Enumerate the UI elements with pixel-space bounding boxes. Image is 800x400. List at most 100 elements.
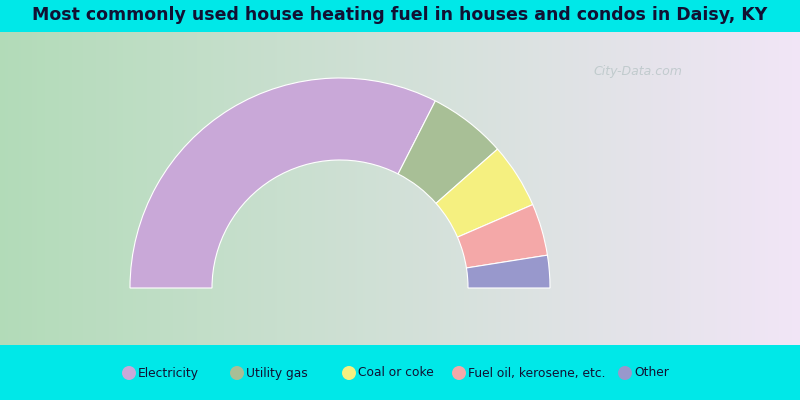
Bar: [550, 32, 553, 345]
Bar: [530, 32, 534, 345]
Bar: [18, 32, 22, 345]
Bar: [326, 32, 329, 345]
Bar: [32, 32, 36, 345]
Bar: [160, 32, 164, 345]
Bar: [304, 32, 308, 345]
Bar: [702, 32, 705, 345]
Bar: [784, 32, 788, 345]
Text: Coal or coke: Coal or coke: [358, 366, 434, 380]
Bar: [152, 32, 156, 345]
Bar: [458, 32, 462, 345]
Bar: [418, 32, 422, 345]
Bar: [290, 32, 294, 345]
Bar: [366, 32, 369, 345]
Bar: [504, 32, 508, 345]
Bar: [610, 32, 614, 345]
Bar: [606, 32, 609, 345]
Bar: [398, 32, 401, 345]
Bar: [264, 32, 268, 345]
Bar: [792, 32, 796, 345]
Bar: [338, 32, 342, 345]
Bar: [128, 32, 132, 345]
Bar: [312, 32, 316, 345]
Bar: [0, 0, 800, 32]
Bar: [688, 32, 692, 345]
Bar: [638, 32, 641, 345]
Bar: [294, 32, 297, 345]
Bar: [462, 32, 465, 345]
Bar: [576, 32, 580, 345]
Bar: [328, 32, 332, 345]
Bar: [38, 32, 41, 345]
Bar: [686, 32, 689, 345]
Bar: [630, 32, 633, 345]
Bar: [622, 32, 625, 345]
Bar: [72, 32, 76, 345]
Bar: [178, 32, 182, 345]
Bar: [634, 32, 638, 345]
Bar: [270, 32, 273, 345]
Bar: [424, 32, 428, 345]
Bar: [528, 32, 532, 345]
Bar: [560, 32, 564, 345]
Bar: [618, 32, 622, 345]
Text: Most commonly used house heating fuel in houses and condos in Daisy, KY: Most commonly used house heating fuel in…: [32, 6, 768, 24]
Bar: [214, 32, 217, 345]
Bar: [664, 32, 668, 345]
Bar: [440, 32, 444, 345]
Bar: [274, 32, 278, 345]
Bar: [646, 32, 649, 345]
Bar: [502, 32, 505, 345]
Bar: [250, 32, 254, 345]
Bar: [594, 32, 598, 345]
Bar: [558, 32, 561, 345]
Bar: [56, 32, 60, 345]
Bar: [48, 32, 52, 345]
Bar: [42, 32, 46, 345]
Bar: [186, 32, 190, 345]
Bar: [402, 32, 406, 345]
Bar: [234, 32, 238, 345]
Bar: [776, 32, 780, 345]
Bar: [498, 32, 502, 345]
Bar: [526, 32, 529, 345]
Bar: [704, 32, 708, 345]
Bar: [414, 32, 417, 345]
Bar: [672, 32, 676, 345]
Bar: [656, 32, 660, 345]
Bar: [782, 32, 785, 345]
Bar: [768, 32, 772, 345]
Circle shape: [230, 366, 244, 380]
Bar: [554, 32, 558, 345]
Bar: [600, 32, 604, 345]
Bar: [522, 32, 526, 345]
Bar: [794, 32, 798, 345]
Bar: [386, 32, 390, 345]
Bar: [208, 32, 212, 345]
Bar: [216, 32, 220, 345]
Bar: [358, 32, 361, 345]
Bar: [744, 32, 748, 345]
Bar: [278, 32, 281, 345]
Bar: [192, 32, 196, 345]
Bar: [176, 32, 180, 345]
Bar: [632, 32, 636, 345]
Bar: [70, 32, 73, 345]
Bar: [416, 32, 420, 345]
Bar: [698, 32, 702, 345]
Bar: [62, 32, 65, 345]
Bar: [544, 32, 548, 345]
Bar: [680, 32, 684, 345]
Text: Other: Other: [634, 366, 669, 380]
Bar: [712, 32, 716, 345]
Bar: [752, 32, 756, 345]
Bar: [592, 32, 596, 345]
Bar: [88, 32, 92, 345]
Bar: [26, 32, 30, 345]
Bar: [336, 32, 340, 345]
Bar: [2, 32, 6, 345]
Wedge shape: [130, 78, 435, 288]
Bar: [24, 32, 28, 345]
Bar: [682, 32, 686, 345]
Bar: [182, 32, 185, 345]
